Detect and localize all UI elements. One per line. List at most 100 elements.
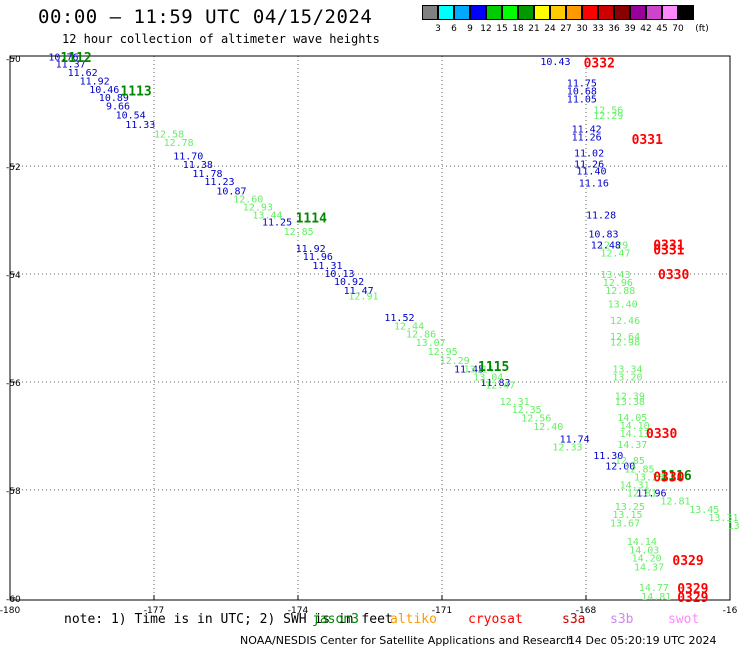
pass-time-label: 0331 xyxy=(632,133,663,148)
wave-height-label: 14.10 xyxy=(620,421,650,432)
x-tick-label: -16 xyxy=(723,606,738,616)
x-tick-label: -168 xyxy=(576,606,597,616)
wave-height-label: 11.96 xyxy=(636,489,666,500)
wave-height-label: 10.43 xyxy=(540,57,570,68)
wave-height-label: 14.03 xyxy=(629,545,659,556)
legend-item-s3a: s3a xyxy=(562,612,586,627)
colorbar-swatch xyxy=(534,5,550,20)
wave-height-label: 11.37 xyxy=(56,60,86,71)
wave-height-label: 13.67 xyxy=(610,518,640,529)
pass-time-label: 1115 xyxy=(478,360,509,375)
colorbar-swatch xyxy=(662,5,678,20)
colorbar-label: 9 xyxy=(467,24,473,34)
wave-height-label: 10.54 xyxy=(116,110,146,121)
wave-height-label: 11.26 xyxy=(572,132,602,143)
wave-height-label: 12.29 xyxy=(593,111,623,122)
wave-height-label: 13.34 xyxy=(612,364,642,375)
colorbar-swatch xyxy=(630,5,646,20)
colorbar-label: 39 xyxy=(624,24,636,34)
wave-height-label: 12.56 xyxy=(521,414,551,425)
wave-height-label: 12.29 xyxy=(598,240,628,251)
wave-height-label: 12.85 xyxy=(615,456,645,467)
wave-height-label: 12.47 xyxy=(600,248,630,259)
colorbar-label: 45 xyxy=(656,24,668,34)
wave-height-label: 12.35 xyxy=(512,405,542,416)
wave-height-label: 10.89 xyxy=(99,93,129,104)
wave-height-label: 11.96 xyxy=(303,252,333,263)
wave-height-label: 11.23 xyxy=(204,177,234,188)
colorbar-swatch xyxy=(582,5,598,20)
wave-height-label: 11.05 xyxy=(567,95,597,106)
colorbar-label: 12 xyxy=(480,24,492,34)
footnote: note: 1) Time is in UTC; 2) SWH is in fe… xyxy=(64,612,393,627)
wave-height-label: 11.16 xyxy=(579,178,609,189)
wave-height-label: 13.04 xyxy=(473,373,503,384)
wave-height-label: 13.43 xyxy=(600,270,630,281)
colorbar-swatch xyxy=(486,5,502,20)
wave-height-label: 12.93 xyxy=(243,203,273,214)
wave-height-label: 12.00 xyxy=(605,462,635,473)
wave-height-label: 11.75 xyxy=(567,78,597,89)
x-tick-label: -177 xyxy=(144,606,164,616)
wave-height-label: 10.92 xyxy=(334,277,364,288)
x-tick-label: -174 xyxy=(288,606,309,616)
wave-height-label: 12.86 xyxy=(406,329,436,340)
colorbar-label: 33 xyxy=(592,24,604,34)
wave-height-label: 12.81 xyxy=(660,497,690,508)
wave-height-label: 14.37 xyxy=(634,563,664,574)
wave-height-label: 14.20 xyxy=(632,553,662,564)
y-tick-label: -58 xyxy=(6,487,21,497)
colorbar-label: 27 xyxy=(560,24,572,34)
wave-height-label: 9.66 xyxy=(106,102,130,113)
wave-height-label: 12.29 xyxy=(440,356,470,367)
time-labels: 1112111311141115111603320331033103310330… xyxy=(60,51,708,606)
legend-item-altiko: altiko xyxy=(390,612,437,627)
pass-time-label: 0330 xyxy=(658,268,689,283)
wave-height-label: 14.14 xyxy=(627,537,657,548)
wave-height-label: 11.45 xyxy=(454,364,484,375)
wave-height-label: 12.95 xyxy=(428,347,458,358)
wave-height-label: 12.81 xyxy=(627,489,657,500)
axis-ticks: -180 -177 -174 -171 -168 -16 -50 -52 -54 -56 -58 -6… xyxy=(0,55,738,616)
wave-height-label: 11.02 xyxy=(574,149,604,160)
plot-frame xyxy=(9,55,731,601)
colorbar-swatch xyxy=(502,5,518,20)
colorbar-unit: (ft) xyxy=(695,24,709,34)
wave-height-label: 12.85 xyxy=(624,464,654,475)
wave-height-label: 11.83 xyxy=(480,378,510,389)
colorbar-label: 70 xyxy=(672,24,684,34)
colorbar-swatch xyxy=(518,5,534,20)
pass-time-label: 0331 xyxy=(653,238,684,253)
pass-time-label: 0330 xyxy=(646,427,677,442)
pass-time-label: 0329 xyxy=(677,582,708,597)
wave-height-label: 10.13 xyxy=(324,269,354,280)
colorbar-label: 18 xyxy=(512,24,524,34)
wave-height-label: 14.81 xyxy=(641,592,671,603)
wave-height-label: 10.68 xyxy=(567,87,597,98)
colorbar-swatch xyxy=(598,5,614,20)
colorbar-label: 15 xyxy=(496,24,508,34)
colorbar-swatch xyxy=(614,5,630,20)
wave-height-label: 13.14 xyxy=(464,364,494,375)
wave-height-label: 11.26 xyxy=(574,159,604,170)
map-title: 00:00 – 11:59 UTC 04/15/2024 xyxy=(38,6,373,28)
wave-height-label: 13.44 xyxy=(252,211,282,222)
colorbar-swatch xyxy=(550,5,566,20)
colorbar-label: 36 xyxy=(608,24,620,34)
wave-height-label: 12.85 xyxy=(284,227,314,238)
wave-height-label: 11.78 xyxy=(192,169,222,180)
pass-time-label: 0330 xyxy=(653,470,684,485)
wave-height-label: 11.47 xyxy=(344,286,374,297)
wave-height-label: 11.70 xyxy=(173,151,203,162)
pass-time-label: 0329 xyxy=(677,591,708,606)
wave-height-label: 12.88 xyxy=(605,286,635,297)
wave-height-label: 12.56 xyxy=(593,105,623,116)
wave-height-label: 13.07 xyxy=(728,521,740,532)
wave-height-label: 12.31 xyxy=(500,397,530,408)
pass-time-label: 0332 xyxy=(584,56,615,71)
map-subtitle: 12 hour collection of altimeter wave hei… xyxy=(62,32,380,46)
wave-height-label: 13.28 xyxy=(634,472,664,483)
wave-height-label: 12.96 xyxy=(603,278,633,289)
colorbar-swatch xyxy=(678,5,694,20)
legend-item-cryosat: cryosat xyxy=(468,612,523,627)
